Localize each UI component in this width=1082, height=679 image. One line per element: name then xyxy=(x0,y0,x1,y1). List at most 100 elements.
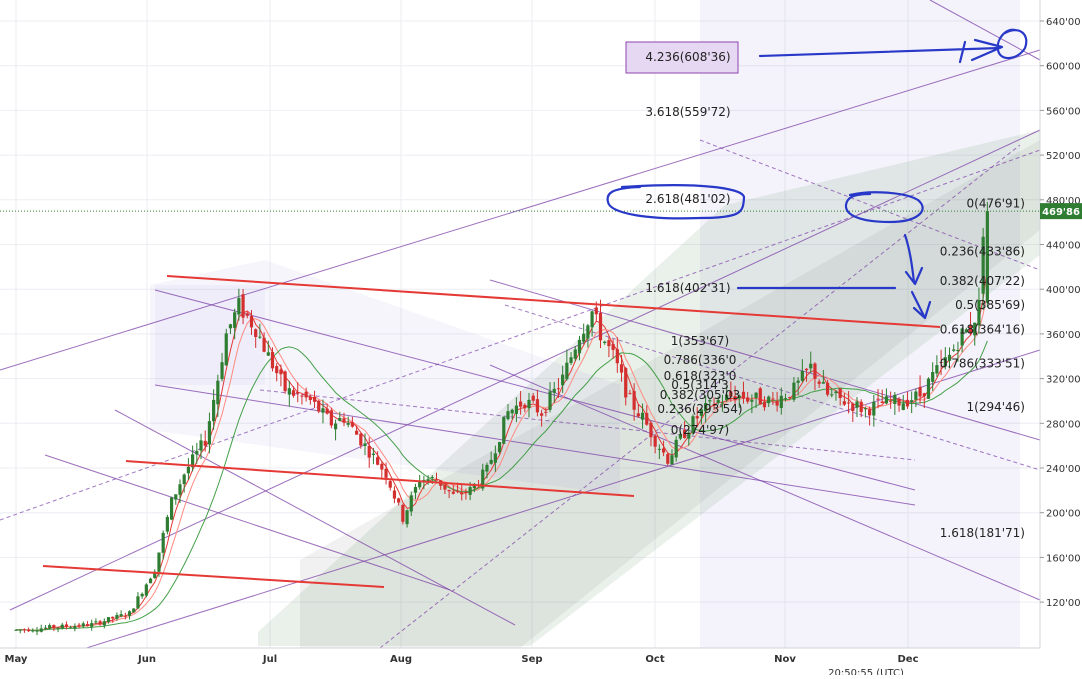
fibonacci-labels: 4.236(608'36) 3.618(559'72) 2.618(481'02) 1… xyxy=(625,41,1025,540)
candle-body xyxy=(127,611,132,616)
candle-body xyxy=(670,455,674,465)
y-tick-label: 280'00 xyxy=(1046,419,1081,430)
candle-body xyxy=(872,401,876,416)
candle-body xyxy=(636,413,640,417)
candle-body xyxy=(443,484,447,490)
candle-body xyxy=(884,396,889,404)
candle-body xyxy=(430,476,434,478)
candle-body xyxy=(85,624,90,627)
channel-line xyxy=(929,0,1041,61)
candle-body xyxy=(775,401,779,406)
candle-body xyxy=(973,322,977,336)
candle-body xyxy=(725,394,729,401)
candle-body xyxy=(981,236,985,294)
fib-retracement-label: 0.618(364'16) xyxy=(940,322,1025,336)
candle-body xyxy=(914,391,918,400)
candle-body xyxy=(392,490,397,499)
candle-body xyxy=(153,571,157,579)
candle-body xyxy=(565,362,569,380)
red-trend-line xyxy=(166,275,941,328)
candle-body xyxy=(607,340,611,347)
fib-extension-label: 4.236(608'36) xyxy=(645,50,730,64)
candle-body xyxy=(468,487,472,495)
candle-body xyxy=(136,596,140,609)
target-circle xyxy=(996,28,1028,60)
candle-body xyxy=(148,578,153,584)
candle-body xyxy=(880,401,884,404)
candle-body xyxy=(582,333,586,342)
candle-body xyxy=(224,333,228,366)
candle-body xyxy=(157,552,161,572)
candle-body xyxy=(418,482,422,488)
candle-body xyxy=(678,433,682,439)
candle-body xyxy=(98,621,102,625)
green-channel-zone xyxy=(258,130,1040,646)
candle-body xyxy=(22,629,27,631)
candle-body xyxy=(367,445,371,458)
candle-body xyxy=(838,388,842,399)
candle-body xyxy=(31,630,35,632)
candle-body xyxy=(649,422,653,438)
fib-retracement-label: 0(476'91) xyxy=(967,196,1025,210)
candle-body xyxy=(212,399,216,422)
candle-body xyxy=(691,416,695,434)
arrow-down-1 xyxy=(903,233,924,286)
candle-body xyxy=(809,363,813,369)
candle-body xyxy=(682,430,687,438)
candle-body xyxy=(767,396,771,404)
candle-body xyxy=(363,443,367,446)
candle-body xyxy=(169,497,174,520)
candle-body xyxy=(859,401,863,413)
x-tick-label: Sep xyxy=(521,654,542,665)
candle-body xyxy=(388,481,392,488)
candle-body xyxy=(817,381,821,384)
candle-body xyxy=(855,401,859,408)
candle-body xyxy=(964,329,968,333)
candle-body xyxy=(216,380,220,405)
y-tick-label: 120'00 xyxy=(1046,598,1081,609)
fib-extension-zone xyxy=(700,0,1020,648)
moving-average-mid xyxy=(16,294,988,631)
candle-body xyxy=(632,391,636,410)
candle-body xyxy=(653,435,657,447)
candle-body xyxy=(834,391,838,394)
candle-body xyxy=(119,614,123,617)
candle-body xyxy=(359,433,363,446)
candle-body xyxy=(893,394,897,404)
candle-body xyxy=(796,380,800,383)
candle-body xyxy=(666,454,670,464)
candle-body xyxy=(81,623,85,627)
candle-body xyxy=(460,492,464,495)
fib-extension-label: 0.382(305'03 xyxy=(660,388,741,402)
fib-label-box xyxy=(625,41,739,74)
candle-body xyxy=(586,325,590,339)
x-tick-label: May xyxy=(5,654,28,665)
channel-line xyxy=(489,364,1041,601)
candle-body xyxy=(195,450,199,455)
candle-body xyxy=(624,368,628,398)
candle-body xyxy=(544,411,548,413)
candle-body xyxy=(956,350,960,352)
x-tick-label: Oct xyxy=(645,654,664,665)
channel-line xyxy=(154,384,916,506)
candle-body xyxy=(548,391,552,410)
candle-body xyxy=(60,624,64,629)
candle-body xyxy=(186,466,191,474)
candle-body xyxy=(325,408,329,414)
fib-retracement-label: 0.382(407'22) xyxy=(940,274,1025,288)
fib-retracement-label: 0.5(385'69) xyxy=(955,298,1025,312)
y-tick-label: 440'00 xyxy=(1046,241,1081,252)
candle-body xyxy=(556,388,561,390)
candle-body xyxy=(413,487,418,493)
moving-averages xyxy=(16,267,988,632)
candle-body xyxy=(489,459,493,464)
candle-body xyxy=(39,628,43,632)
candle-body xyxy=(830,394,834,396)
candle-body xyxy=(241,294,245,318)
channel-dash-line xyxy=(0,149,1041,521)
candle-body xyxy=(43,627,48,629)
candle-body xyxy=(203,440,207,446)
candle-body xyxy=(397,498,401,503)
